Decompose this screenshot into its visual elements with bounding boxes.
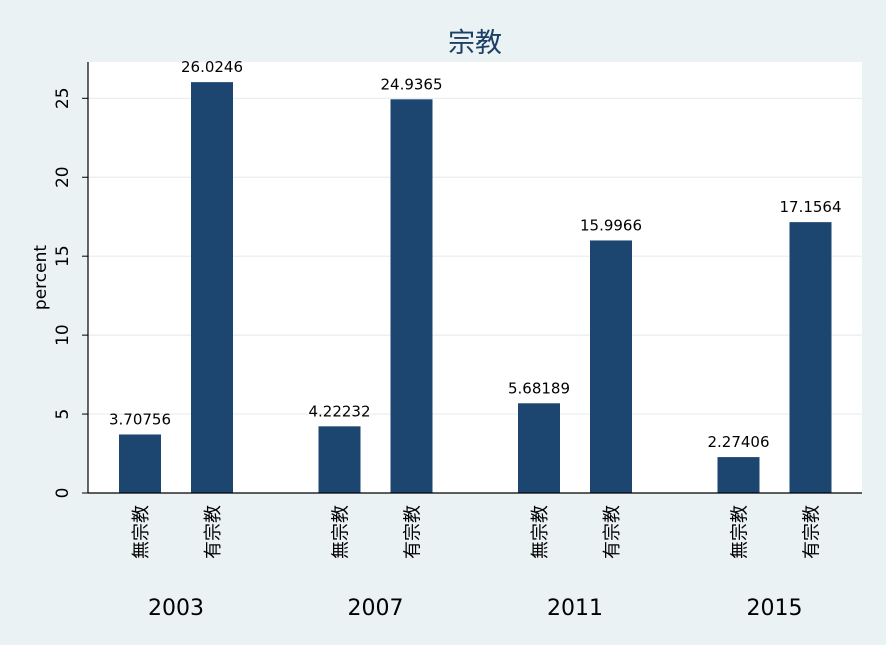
bar: [590, 240, 632, 493]
x-group-label: 2011: [547, 596, 603, 621]
x-category-label: 無宗教: [131, 505, 152, 559]
data-label: 5.68189: [508, 379, 570, 397]
data-label: 2.27406: [707, 433, 769, 451]
x-category-label: 有宗教: [203, 505, 224, 559]
axes: 0 5 10 15 20 25 無宗教 有宗教 2003 無宗教 有宗教 2007 無宗教 有宗教 2011…: [53, 62, 862, 621]
bar: [191, 82, 233, 493]
x-category-label: 有宗教: [602, 505, 623, 559]
bar: [318, 426, 361, 493]
data-label: 26.0246: [181, 58, 243, 76]
x-group-label: 2015: [747, 596, 803, 621]
y-tick-label: 5: [53, 409, 73, 420]
y-tick-label: 15: [53, 245, 73, 267]
x-category-label: 無宗教: [331, 505, 352, 559]
bar: [717, 457, 760, 493]
data-label: 24.9365: [380, 75, 442, 93]
value-labels: 3.70756 26.0246 4.22232 24.9365 5.68189 15.99…: [109, 58, 842, 451]
x-category-label: 有宗教: [403, 505, 424, 559]
data-label: 3.70756: [109, 410, 171, 428]
x-group-label: 2007: [348, 596, 404, 621]
x-group-label: 2003: [148, 596, 204, 621]
x-category-label: 無宗教: [530, 505, 551, 559]
y-tick-label: 10: [53, 324, 73, 346]
x-category-label: 有宗教: [802, 505, 823, 559]
y-tick-label: 25: [53, 87, 73, 109]
bar: [789, 222, 832, 493]
bars: [119, 82, 832, 493]
bar: [119, 434, 161, 493]
data-label: 4.22232: [308, 402, 370, 420]
bar: [518, 403, 560, 493]
x-category-label: 無宗教: [730, 505, 751, 559]
data-label: 15.9966: [580, 216, 642, 234]
y-tick-label: 0: [53, 488, 73, 499]
bar: [390, 99, 433, 493]
y-tick-label: 20: [53, 166, 73, 188]
y-axis-label: percent: [31, 245, 51, 310]
chart-title: 宗教: [448, 28, 502, 59]
data-label: 17.1564: [779, 198, 841, 216]
